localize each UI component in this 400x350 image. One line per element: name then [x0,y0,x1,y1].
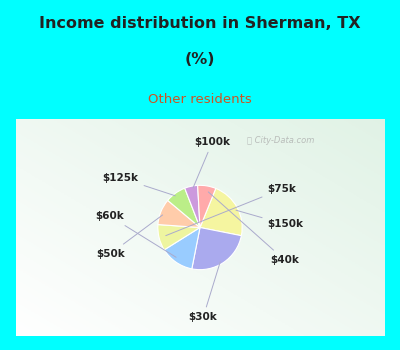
Wedge shape [158,201,200,228]
Text: $40k: $40k [208,192,299,265]
Wedge shape [198,186,216,228]
Wedge shape [168,188,200,228]
Text: $100k: $100k [193,137,230,188]
Text: ⓘ City-Data.com: ⓘ City-Data.com [247,136,315,145]
Text: $75k: $75k [166,184,296,236]
Text: (%): (%) [185,52,215,67]
Text: $125k: $125k [103,173,175,196]
Wedge shape [158,225,200,250]
Wedge shape [192,228,241,270]
Text: $60k: $60k [96,211,176,257]
Wedge shape [185,186,200,228]
Text: Other residents: Other residents [148,93,252,106]
Wedge shape [200,188,242,236]
Text: $150k: $150k [236,210,304,229]
Text: Income distribution in Sherman, TX: Income distribution in Sherman, TX [39,16,361,31]
Text: $50k: $50k [96,215,162,259]
Wedge shape [164,228,200,269]
Text: $30k: $30k [189,262,220,322]
